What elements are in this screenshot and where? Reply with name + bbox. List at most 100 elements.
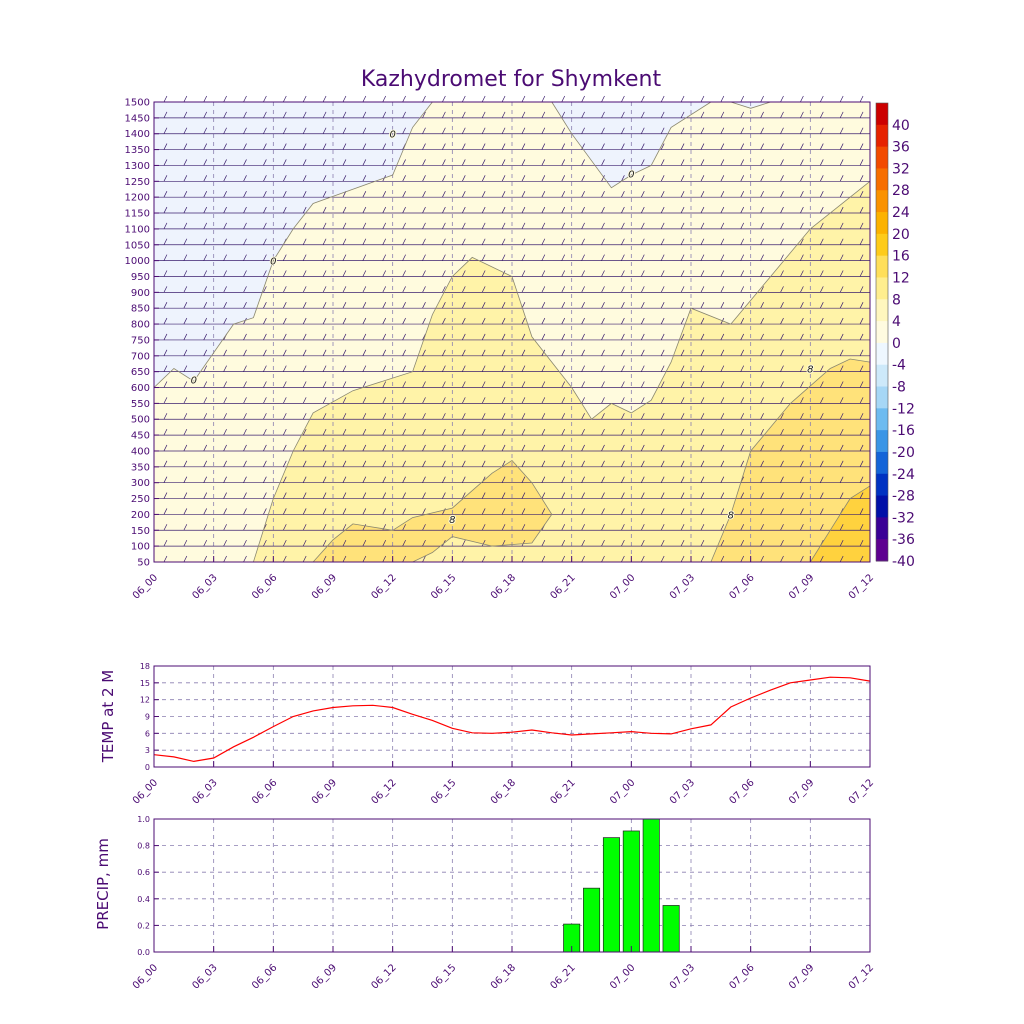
wind-barb-flag xyxy=(740,444,745,452)
wind-barb-flag xyxy=(660,317,665,325)
wind-barb-flag xyxy=(461,238,466,245)
wind-barb-flag xyxy=(521,191,526,198)
precipitation-y-tick-label: 0.4 xyxy=(137,895,150,904)
wind-barb-flag xyxy=(302,317,307,325)
wind-barb-flag xyxy=(700,428,705,436)
wind-barb-flag xyxy=(302,413,307,420)
wind-barb-flag xyxy=(541,143,546,150)
wind-barb-flag xyxy=(183,254,188,261)
wind-barb-flag xyxy=(461,524,466,531)
section-x-tick-label: 06_21 xyxy=(548,572,577,601)
wind-barb-flag xyxy=(382,206,387,214)
precipitation-bar xyxy=(642,818,660,953)
wind-barb-flag xyxy=(163,428,168,436)
wind-barb-flag xyxy=(263,381,267,388)
wind-barb-flag xyxy=(680,175,685,182)
wind-barb-flag xyxy=(640,317,645,325)
wind-barb-flag xyxy=(402,286,406,293)
wind-barb-flag xyxy=(561,317,566,325)
wind-barb-flag xyxy=(680,254,685,261)
wind-barb-flag xyxy=(660,397,665,404)
wind-barb-flag xyxy=(819,555,824,563)
wind-barb-flag xyxy=(521,397,526,404)
temperature-x-tick-label: 06_06 xyxy=(250,777,279,806)
wind-barb-flag xyxy=(561,302,566,309)
wind-barb-flag xyxy=(183,349,188,356)
wind-barb-flag xyxy=(402,175,406,182)
wind-barb-flag xyxy=(700,254,705,261)
wind-barb-flag xyxy=(163,381,168,388)
wind-barb-flag xyxy=(501,365,506,372)
precipitation-bars xyxy=(563,818,680,953)
wind-barb-flag xyxy=(183,143,188,150)
wind-barb-flag xyxy=(203,492,208,499)
wind-barb-flag xyxy=(680,159,685,166)
wind-barb-flag xyxy=(382,333,387,341)
wind-barb-flag xyxy=(601,539,605,547)
wind-barb-flag xyxy=(660,159,665,166)
wind-barb-flag xyxy=(700,143,705,150)
precipitation-y-tick-label: 0.8 xyxy=(137,842,150,851)
wind-barb-flag xyxy=(342,555,347,563)
wind-barb-flag xyxy=(243,143,247,150)
section-contour-labels: 0 0 0 0 8 8 8 xyxy=(190,129,815,527)
section-x-tick-label: 06_00 xyxy=(131,572,160,601)
wind-barb-flag xyxy=(382,238,387,245)
wind-barb-flag xyxy=(243,159,247,166)
precipitation-x-tick-label: 06_03 xyxy=(190,962,219,991)
wind-barb-flag xyxy=(601,159,605,166)
wind-barb-flag xyxy=(223,428,227,436)
wind-barb-flag xyxy=(680,476,685,483)
wind-barb-flag xyxy=(282,349,287,356)
precipitation-x-tick-label: 06_18 xyxy=(489,962,518,991)
wind-barb-flag xyxy=(720,508,725,515)
wind-barb-flag xyxy=(402,349,406,356)
wind-barb-flag xyxy=(422,413,426,420)
wind-barb-flag xyxy=(740,222,745,230)
wind-barb-flag xyxy=(680,413,685,420)
wind-barb-flag xyxy=(760,539,764,547)
wind-barb-flag xyxy=(322,492,327,499)
wind-barb-flag xyxy=(362,539,367,547)
wind-barb-flag xyxy=(720,143,725,150)
wind-barb-flag xyxy=(442,270,446,277)
wind-barb-flag xyxy=(282,555,287,563)
wind-barb-flag xyxy=(243,476,247,483)
wind-barb-flag xyxy=(263,111,267,119)
precipitation-x-tick-label: 06_09 xyxy=(310,962,339,991)
wind-barb-flag xyxy=(382,95,387,103)
wind-barb-flag xyxy=(322,476,327,483)
wind-barb-flag xyxy=(780,127,784,134)
colorbar-swatch xyxy=(876,517,888,540)
wind-barb-flag xyxy=(481,206,486,214)
wind-barb-flag xyxy=(382,413,387,420)
wind-barb-flag xyxy=(461,555,466,563)
wind-barb-flag xyxy=(680,95,685,103)
wind-barb-flag xyxy=(581,492,585,499)
temperature-x-tick-label: 06_15 xyxy=(429,777,458,806)
wind-barb-flag xyxy=(640,539,645,547)
wind-barb-flag xyxy=(223,397,227,404)
wind-barb-flag xyxy=(402,492,406,499)
wind-barb-flag xyxy=(740,191,745,198)
wind-barb-flag xyxy=(740,365,745,372)
wind-barb-flag xyxy=(243,95,247,103)
wind-barb-flag xyxy=(203,460,208,467)
wind-barb-flag xyxy=(481,365,486,372)
wind-barb-flag xyxy=(263,143,267,150)
wind-barb-flag xyxy=(521,206,526,214)
precipitation-y-tick-label: 0.6 xyxy=(137,868,150,877)
colorbar-swatch xyxy=(876,364,888,388)
wind-barb-flag xyxy=(342,524,347,531)
wind-barb-flag xyxy=(282,317,287,325)
wind-barb-flag xyxy=(382,381,387,388)
wind-barb-flag xyxy=(760,508,764,515)
wind-barb-flag xyxy=(720,286,725,293)
wind-barb-flag xyxy=(183,270,188,277)
wind-barb-flag xyxy=(422,286,426,293)
wind-barb-flag xyxy=(203,333,208,341)
wind-barb-flag xyxy=(561,524,566,531)
wind-barb-flag xyxy=(163,222,168,230)
wind-barb-flag xyxy=(243,111,247,119)
wind-barb-flag xyxy=(342,333,347,341)
